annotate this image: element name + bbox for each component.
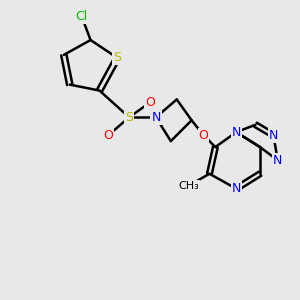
Text: S: S — [113, 51, 121, 64]
Text: CH₃: CH₃ — [178, 181, 199, 191]
Text: N: N — [151, 111, 160, 124]
Text: N: N — [232, 182, 241, 195]
Text: O: O — [199, 129, 208, 142]
Text: N: N — [273, 154, 283, 167]
Text: Cl: Cl — [76, 10, 88, 23]
Text: S: S — [125, 111, 133, 124]
Text: N: N — [232, 126, 241, 139]
Text: O: O — [103, 129, 113, 142]
Text: O: O — [145, 96, 155, 109]
Text: N: N — [269, 129, 278, 142]
